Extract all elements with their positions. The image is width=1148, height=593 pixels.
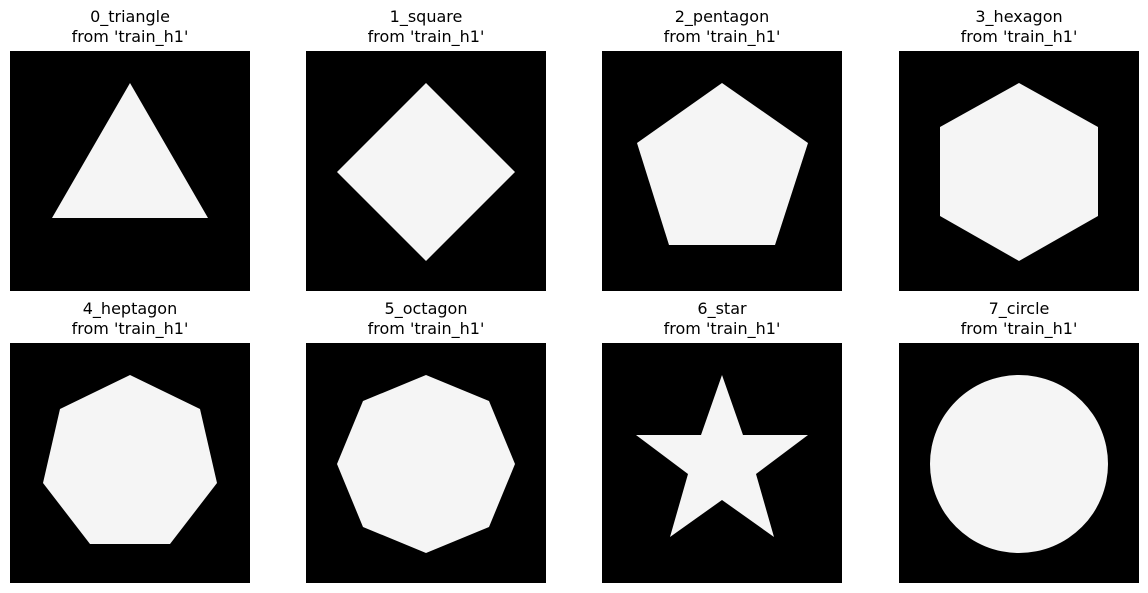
- pentagon-shape: [637, 83, 808, 245]
- pentagon-image: [602, 51, 842, 291]
- image-hexagon: [899, 51, 1139, 291]
- panel-source: from 'train_h1': [367, 319, 485, 338]
- octagon-shape: [337, 375, 515, 553]
- panel-title: 7_circle from 'train_h1': [879, 299, 1148, 339]
- panel-name: 1_square: [389, 7, 463, 26]
- panel-name: 4_heptagon: [82, 299, 178, 318]
- panel-name: 7_circle: [988, 299, 1050, 318]
- circle-image: [899, 343, 1139, 583]
- panel-title: 0_triangle from 'train_h1': [0, 7, 270, 47]
- triangle-shape: [52, 83, 208, 218]
- panel-name: 5_octagon: [384, 299, 468, 318]
- panel-source: from 'train_h1': [71, 319, 189, 338]
- panel-title: 4_heptagon from 'train_h1': [0, 299, 270, 339]
- square-shape: [337, 83, 515, 261]
- panel-title: 5_octagon from 'train_h1': [286, 299, 566, 339]
- image-triangle: [10, 51, 250, 291]
- panel-source: from 'train_h1': [960, 319, 1078, 338]
- image-star: [602, 343, 842, 583]
- image-square: [306, 51, 546, 291]
- image-pentagon: [602, 51, 842, 291]
- panel-name: 6_star: [697, 299, 747, 318]
- heptagon-image: [10, 343, 250, 583]
- panel-title: 2_pentagon from 'train_h1': [582, 7, 862, 47]
- panel-name: 0_triangle: [90, 7, 170, 26]
- hexagon-image: [899, 51, 1139, 291]
- panel-source: from 'train_h1': [663, 319, 781, 338]
- panel-title: 1_square from 'train_h1': [286, 7, 566, 47]
- panel-source: from 'train_h1': [960, 27, 1078, 46]
- panel-name: 3_hexagon: [975, 7, 1063, 26]
- circle-shape: [930, 375, 1108, 553]
- image-heptagon: [10, 343, 250, 583]
- panel-source: from 'train_h1': [71, 27, 189, 46]
- image-octagon: [306, 343, 546, 583]
- star-image: [602, 343, 842, 583]
- heptagon-shape: [43, 375, 217, 544]
- panel-name: 2_pentagon: [674, 7, 770, 26]
- octagon-image: [306, 343, 546, 583]
- image-circle: [899, 343, 1139, 583]
- square-image: [306, 51, 546, 291]
- hexagon-shape: [940, 83, 1098, 261]
- star-shape: [636, 375, 808, 537]
- panel-title: 6_star from 'train_h1': [582, 299, 862, 339]
- triangle-image: [10, 51, 250, 291]
- panel-title: 3_hexagon from 'train_h1': [879, 7, 1148, 47]
- panel-source: from 'train_h1': [367, 27, 485, 46]
- panel-source: from 'train_h1': [663, 27, 781, 46]
